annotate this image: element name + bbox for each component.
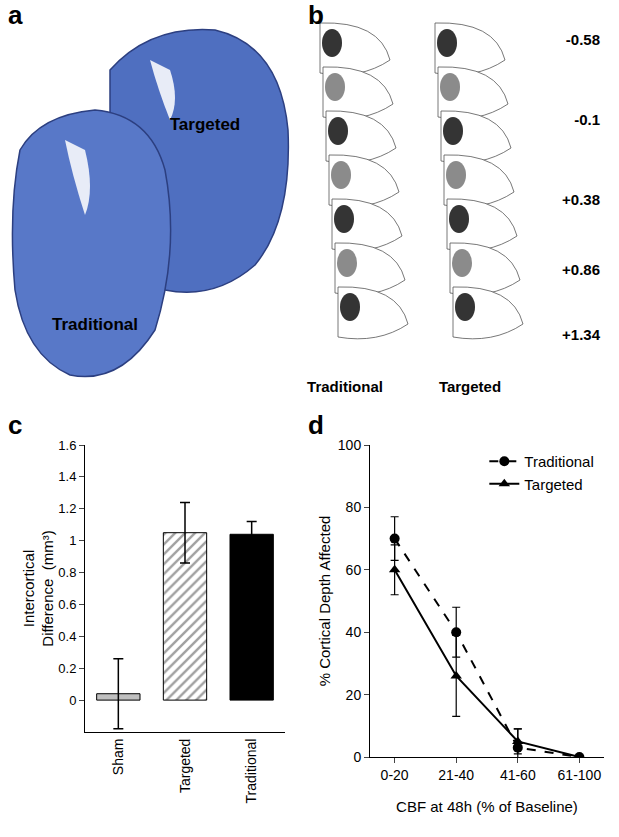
- svg-text:-0.1: -0.1: [574, 111, 600, 128]
- html-text:b: b: [308, 0, 324, 30]
- svg-text:-0.58: -0.58: [566, 31, 600, 48]
- svg-text:Traditional: Traditional: [243, 739, 259, 804]
- svg-text:CBF at 48h (% of Baseline): CBF at 48h (% of Baseline): [396, 798, 578, 815]
- svg-text:+0.86: +0.86: [562, 261, 600, 278]
- svg-text:20: 20: [346, 687, 362, 703]
- svg-text:60: 60: [346, 562, 362, 578]
- svg-text:100: 100: [338, 437, 362, 453]
- svg-text:0.8: 0.8: [58, 565, 76, 580]
- svg-text:0.6: 0.6: [58, 597, 76, 612]
- svg-text:Targeted: Targeted: [170, 115, 241, 134]
- svg-text:80: 80: [346, 499, 362, 515]
- svg-text:0: 0: [69, 693, 76, 708]
- svg-text:Targeted: Targeted: [524, 476, 582, 493]
- svg-text:Traditional: Traditional: [52, 315, 138, 334]
- svg-text:40: 40: [346, 624, 362, 640]
- svg-text:41-60: 41-60: [500, 767, 536, 783]
- svg-text:Targeted: Targeted: [439, 378, 501, 395]
- svg-text:1.2: 1.2: [58, 501, 76, 516]
- html-text:c: c: [8, 410, 23, 440]
- svg-text:% Cortical Depth Affected: % Cortical Depth Affected: [316, 516, 333, 687]
- svg-text:IntercorticalDifference (mm³): IntercorticalDifference (mm³): [20, 530, 57, 646]
- svg-text:21-40: 21-40: [438, 767, 474, 783]
- html-text:d: d: [308, 410, 324, 440]
- svg-text:1.6: 1.6: [58, 438, 76, 453]
- svg-text:Traditional: Traditional: [307, 378, 383, 395]
- svg-text:+1.34: +1.34: [562, 326, 601, 343]
- svg-text:0-20: 0-20: [381, 767, 409, 783]
- html-text:a: a: [8, 0, 23, 30]
- svg-text:Sham: Sham: [110, 739, 126, 776]
- svg-text:61-100: 61-100: [558, 767, 602, 783]
- svg-text:Traditional: Traditional: [524, 453, 593, 470]
- svg-text:1.4: 1.4: [58, 469, 76, 484]
- svg-text:+0.38: +0.38: [562, 191, 600, 208]
- svg-text:0: 0: [353, 749, 361, 765]
- svg-text:Targeted: Targeted: [177, 739, 193, 793]
- svg-text:0.2: 0.2: [58, 661, 76, 676]
- svg-text:0.4: 0.4: [58, 629, 76, 644]
- svg-text:1: 1: [69, 533, 76, 548]
